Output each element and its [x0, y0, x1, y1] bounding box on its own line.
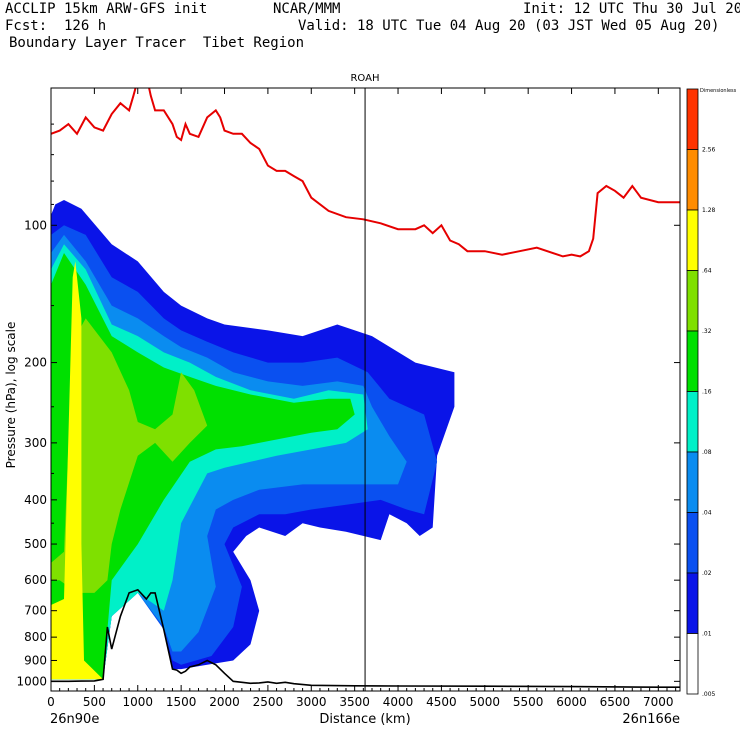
colorbar-level-label: .32: [702, 328, 712, 335]
colorbar-swatch: [686, 633, 699, 695]
x-tick-label: 5500: [513, 695, 544, 709]
colorbar-level-label: 2.56: [702, 147, 716, 154]
x-tick-label: 6000: [556, 695, 587, 709]
x-tick-label: 500: [83, 695, 106, 709]
y-tick-label: 600: [24, 573, 47, 587]
y-tick-label: 700: [24, 604, 47, 618]
x-tick-label: 6500: [600, 695, 631, 709]
colorbar-swatch: [686, 270, 699, 332]
plot-frame: [50, 87, 681, 692]
forecast-hour-label: Fcst: 126 h: [5, 18, 107, 34]
y-tick-label: 100: [24, 218, 47, 232]
colorbar-level-label: .64: [702, 268, 712, 275]
center-label: NCAR/MMM: [273, 1, 341, 17]
x-tick-label: 5000: [470, 695, 501, 709]
product-label: Boundary Layer Tracer Tibet Region: [9, 35, 305, 51]
contour-level-p64: [51, 261, 104, 680]
colorbar-title: Dimensionless: [700, 88, 737, 94]
end-location-label: 26n166e: [622, 712, 680, 727]
colorbar-level-label: .005: [702, 691, 716, 698]
valid-time-label: Valid: 18 UTC Tue 04 Aug 20 (03 JST Wed …: [298, 18, 720, 34]
x-tick-label: 7000: [643, 695, 674, 709]
colorbar-swatch: [686, 572, 699, 634]
y-tick-label: 200: [24, 356, 47, 370]
colorbar-swatch: [686, 88, 699, 150]
init-label: Init: 12 UTC Thu 30 Jul 20: [523, 1, 740, 17]
colorbar-swatch: [686, 209, 699, 271]
model-label: ACCLIP 15km ARW-GFS init: [5, 1, 208, 17]
colorbar-level-label: .01: [702, 631, 712, 638]
colorbar-level-label: .16: [702, 389, 712, 396]
x-tick-label: 0: [47, 695, 55, 709]
axes: 0 500 1000 1500 2000 2500 3000 3500 4000 4500 5000…: [16, 88, 680, 709]
profile-lines: [51, 88, 680, 691]
x-tick-label: 3000: [296, 695, 327, 709]
colorbar-level-label: .02: [702, 570, 712, 577]
x-tick-label: 4000: [383, 695, 414, 709]
y-axis-label: Pressure (hPa), log scale: [4, 322, 18, 469]
colorbar-level-label: .04: [702, 510, 712, 517]
x-tick-label: 3500: [339, 695, 370, 709]
chart-title: ROAH: [350, 73, 379, 84]
x-axis-label: Distance (km): [319, 712, 410, 727]
y-tick-label: 800: [24, 630, 47, 644]
terrain-black-line: [51, 588, 680, 689]
x-tick-label: 1500: [166, 695, 197, 709]
colorbar-swatch: [686, 391, 699, 453]
colorbar-swatch: [686, 512, 699, 574]
x-tick-label: 1000: [122, 695, 153, 709]
colorbar-swatch: [686, 451, 699, 513]
y-tick-label: 900: [24, 653, 47, 667]
colorbar-level-label: 1.28: [702, 207, 716, 214]
colorbar-swatch: [686, 330, 699, 392]
tropopause-red-line: [51, 88, 680, 258]
y-tick-label: 300: [24, 436, 47, 450]
x-tick-label: 2500: [253, 695, 284, 709]
colorbar-swatch: [686, 149, 699, 211]
colorbar-level-label: .08: [702, 449, 712, 456]
colorbar: Dimensionless 2.56 1.28 .64 .32 .16 .08 .04 .02.…: [686, 88, 737, 698]
tracer-contours: [51, 200, 455, 680]
contour-level-p16: [51, 253, 355, 680]
x-tick-label: 2000: [209, 695, 240, 709]
contour-level-p32: [51, 318, 208, 593]
y-tick-label: 500: [24, 537, 47, 551]
y-tick-label: 1000: [16, 674, 47, 688]
start-location-label: 26n90e: [50, 712, 99, 727]
x-tick-label: 4500: [426, 695, 457, 709]
y-tick-label: 400: [24, 493, 47, 507]
